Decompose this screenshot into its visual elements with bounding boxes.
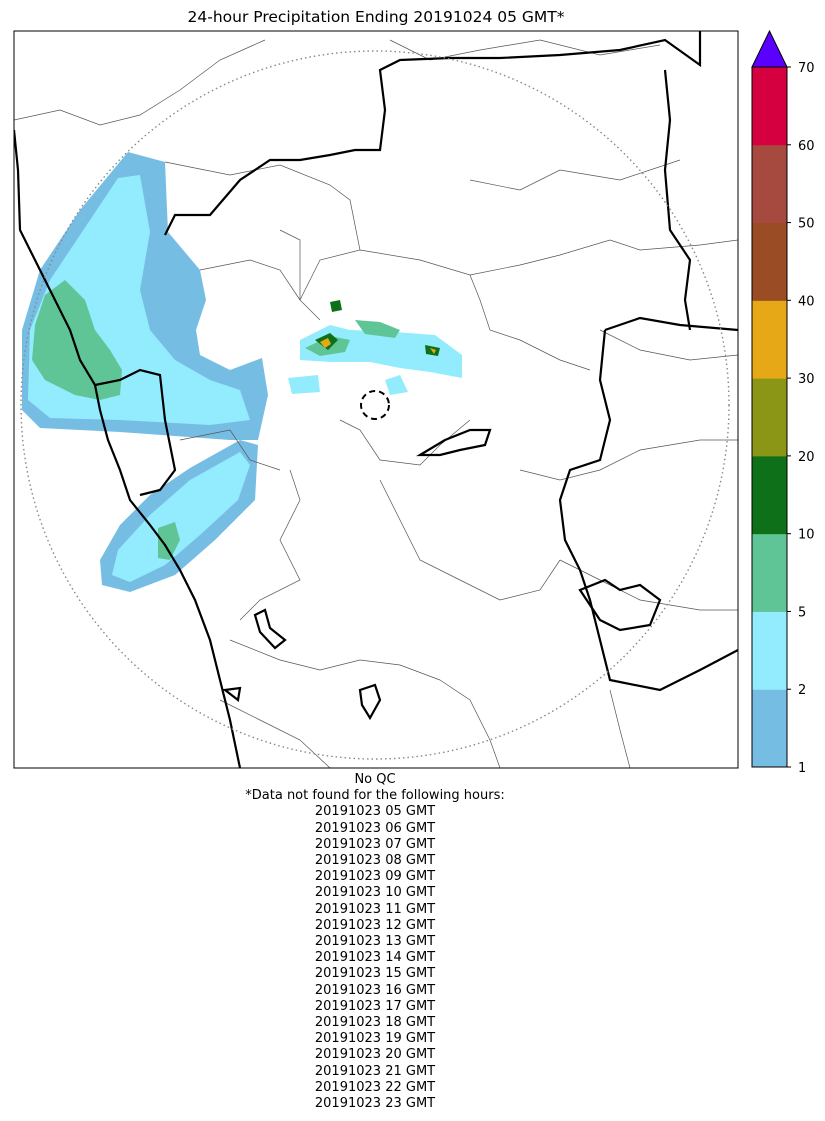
missing-hour-item: 20191023 13 GMT xyxy=(314,934,436,950)
colorbar-tick-label: 30 xyxy=(798,372,815,387)
missing-hour-item: 20191023 23 GMT xyxy=(314,1096,436,1112)
map-title: 24-hour Precipitation Ending 20191024 05… xyxy=(187,8,565,26)
colorbar-tick-label: 20 xyxy=(798,450,815,465)
colorbar-tick-label: 40 xyxy=(798,294,815,309)
map-frame xyxy=(13,30,739,769)
colorbar-segment xyxy=(752,378,787,457)
radar-site-marker xyxy=(360,390,390,420)
colorbar-tick-label: 2 xyxy=(798,683,806,698)
colorbar-tick-label: 5 xyxy=(798,605,806,620)
missing-hour-item: 20191023 08 GMT xyxy=(314,853,436,869)
precip-band-southwest-core xyxy=(158,522,180,560)
colorbar-outline xyxy=(751,66,788,768)
missing-hour-item: 20191023 19 GMT xyxy=(314,1031,436,1047)
missing-hour-item: 20191023 17 GMT xyxy=(314,998,436,1014)
precip-cells-central xyxy=(288,300,462,395)
footer-notes: No QC *Data not found for the following … xyxy=(0,772,750,1112)
colorbar-tick-label: 1 xyxy=(798,761,806,776)
missing-hour-item: 20191023 15 GMT xyxy=(314,966,436,982)
missing-header: *Data not found for the following hours: xyxy=(245,788,505,804)
missing-hour-item: 20191023 22 GMT xyxy=(314,1079,436,1095)
missing-hour-item: 20191023 20 GMT xyxy=(314,1047,436,1063)
precip-area-west-core xyxy=(32,280,122,400)
missing-hour-item: 20191023 06 GMT xyxy=(314,820,436,836)
missing-hour-item: 20191023 05 GMT xyxy=(314,804,436,820)
colorbar-segment xyxy=(752,222,787,301)
missing-hour-item: 20191023 18 GMT xyxy=(314,1015,436,1031)
colorbar-tick-label: 50 xyxy=(798,217,815,232)
qc-note: No QC xyxy=(354,772,396,787)
colorbar-tick-label: 10 xyxy=(798,528,815,543)
colorbar-tick-label: 70 xyxy=(798,61,815,76)
colorbar-segment xyxy=(752,689,787,768)
missing-hour-item: 20191023 09 GMT xyxy=(314,869,436,885)
missing-hour-item: 20191023 11 GMT xyxy=(314,901,436,917)
radar-range-ring xyxy=(20,50,730,760)
colorbar-segment xyxy=(752,455,787,535)
colorbar-extend-max xyxy=(751,29,788,68)
colorbar-tick-label: 60 xyxy=(798,139,815,154)
missing-hours-list: 20191023 05 GMT 20191023 06 GMT 20191023 0… xyxy=(0,804,750,1112)
colorbar-segment xyxy=(752,611,787,690)
missing-hour-item: 20191023 10 GMT xyxy=(314,885,436,901)
colorbar-segment xyxy=(752,300,787,379)
missing-hour-item: 20191023 14 GMT xyxy=(314,950,436,966)
colorbar-segment xyxy=(752,533,787,612)
missing-hour-item: 20191023 21 GMT xyxy=(314,1063,436,1079)
colorbar-segment xyxy=(752,144,787,224)
missing-hour-item: 20191023 12 GMT xyxy=(314,917,436,933)
missing-hour-item: 20191023 07 GMT xyxy=(314,836,436,852)
missing-hour-item: 20191023 16 GMT xyxy=(314,982,436,998)
colorbar-segment xyxy=(752,67,787,146)
precip-band-southwest-inner xyxy=(112,452,250,582)
state-boundaries xyxy=(14,31,738,768)
